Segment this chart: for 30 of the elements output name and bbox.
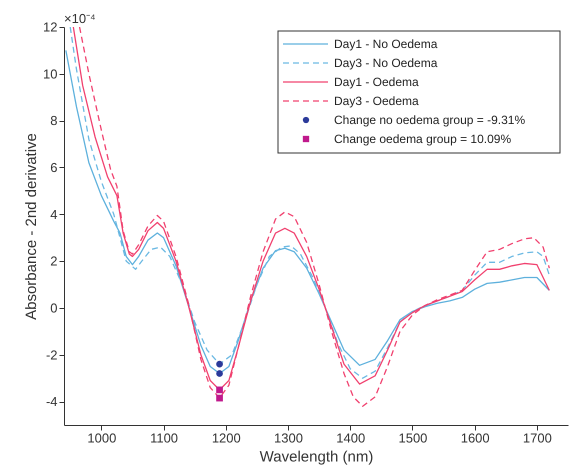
y-tick-label: -4 xyxy=(46,394,58,410)
point xyxy=(216,386,223,394)
y-tick-label: 0 xyxy=(50,300,58,316)
y-tick-label: 10 xyxy=(43,66,58,82)
legend-label: Day1 - No Oedema xyxy=(334,37,438,51)
x-axis-title: Wavelength (nm) xyxy=(260,448,374,466)
point xyxy=(216,394,223,402)
legend-label: Day3 - No Oedema xyxy=(334,56,438,70)
x-tick-label: 1700 xyxy=(522,430,552,446)
y-axis-title: Absorbance - 2nd derivative xyxy=(23,133,40,320)
text: ×10⁻⁴ xyxy=(64,11,96,26)
y-tick-label: -2 xyxy=(46,347,58,362)
y-tick-label: 12 xyxy=(43,20,58,34)
y-tick-label: 2 xyxy=(50,254,58,269)
point xyxy=(216,370,223,377)
x-tick-label: 1000 xyxy=(87,430,116,446)
x-tick-label: 1400 xyxy=(336,430,366,446)
y-tick-label: 4 xyxy=(50,206,58,222)
legend-label: Change oedema group = 10.09% xyxy=(334,132,512,146)
x-tick-label: 1200 xyxy=(212,430,241,446)
x-tick-label: 1100 xyxy=(150,430,178,446)
legend-label: Day1 - Oedema xyxy=(334,75,420,89)
legend-label: Day3 - Oedema xyxy=(334,94,420,108)
legend-label: Change no oedema group = -9.31% xyxy=(334,113,526,127)
x-tick-label: 1300 xyxy=(274,430,303,446)
x-tick-label: 1600 xyxy=(460,430,490,446)
y-tick-label: 6 xyxy=(50,160,58,175)
x-tick-label: 1500 xyxy=(398,430,428,446)
point xyxy=(216,360,223,368)
y-tick-label: 8 xyxy=(50,113,58,128)
